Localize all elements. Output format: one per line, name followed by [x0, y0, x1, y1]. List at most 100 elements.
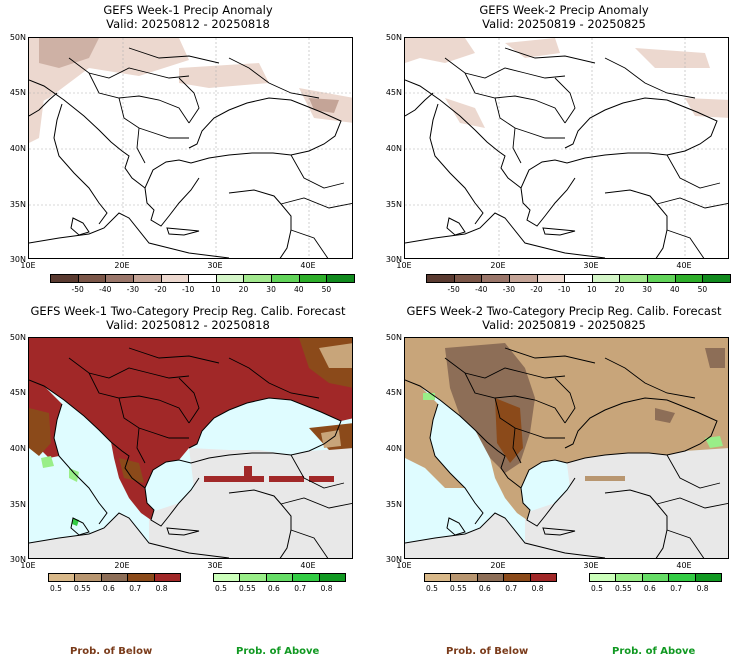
lon-label-20e: 20E — [490, 561, 506, 570]
lon-label-20e: 20E — [114, 561, 130, 570]
panel-title: GEFS Week-2 Precip Anomaly — [479, 3, 649, 17]
anomaly-colorbar-swatch — [508, 274, 538, 283]
anomaly-colorbar-tick-label: 30 — [642, 285, 652, 294]
anomaly-colorbar-tick-label: 40 — [669, 285, 680, 294]
below-colorbar-tick-label: 0.6 — [102, 584, 115, 593]
lat-label-50n: 50N — [9, 333, 26, 342]
lat-label-30n: 30N — [385, 255, 402, 264]
lat-label-50n: 50N — [385, 333, 402, 342]
lon-label-10e: 10E — [20, 561, 36, 570]
below-colorbar-swatch — [127, 573, 155, 582]
anomaly-colorbar-swatch — [50, 274, 79, 283]
lat-label-35n: 35N — [9, 200, 26, 209]
anomaly-colorbar-tick-label: 50 — [321, 285, 332, 294]
prob-below-label: Prob. of Below — [446, 646, 529, 657]
below-colorbar: 0.5 0.55 0.6 0.7 0.8 — [48, 573, 181, 597]
map-canvas — [405, 338, 728, 558]
below-colorbar-swatch — [529, 573, 557, 582]
lat-label-35n: 35N — [385, 200, 402, 209]
anomaly-colorbar-swatch — [591, 274, 621, 283]
lat-label-30n: 30N — [9, 255, 26, 264]
lat-label-35n: 35N — [9, 500, 26, 509]
prob-above-label: Prob. of Above — [612, 646, 696, 657]
map-canvas — [405, 38, 728, 258]
below-colorbar-tick-label: 0.8 — [531, 584, 544, 593]
map-canvas — [29, 338, 352, 558]
anomaly-colorbar-tick-label: 50 — [697, 285, 708, 294]
panel-valid-dates: Valid: 20250819 - 20250825 — [482, 17, 646, 31]
below-colorbar-swatch — [424, 573, 452, 582]
panel-week1-anomaly: GEFS Week-1 Precip Anomaly Valid: 202508… — [0, 0, 376, 300]
lon-label-40e: 40E — [300, 561, 316, 570]
above-colorbar-tick-label: 0.8 — [696, 584, 709, 593]
anomaly-colorbar-swatch — [132, 274, 162, 283]
anomaly-colorbar-swatch — [702, 274, 731, 283]
below-colorbar-tick-label: 0.6 — [478, 584, 491, 593]
above-colorbar: 0.5 0.55 0.6 0.7 0.8 — [213, 573, 346, 597]
lon-label-20e: 20E — [114, 261, 130, 270]
anomaly-colorbar-tick-label: -40 — [475, 285, 488, 294]
anomaly-colorbar-swatch — [619, 274, 649, 283]
lon-label-30e: 30E — [583, 261, 599, 270]
anomaly-colorbar-tick-label: 20 — [238, 285, 249, 294]
lon-label-10e: 10E — [20, 261, 36, 270]
below-colorbar-swatch — [74, 573, 102, 582]
anomaly-colorbar-tick-label: 30 — [266, 285, 276, 294]
below-colorbar-swatch — [48, 573, 76, 582]
anomaly-colorbar: -50 -40 -30 -20 -10 10 20 30 40 50 — [50, 274, 355, 298]
anomaly-colorbar-tick-label: 10 — [587, 285, 597, 294]
above-colorbar-tick-label: 0.55 — [239, 584, 256, 593]
above-colorbar-swatch — [641, 573, 670, 582]
anomaly-colorbar-swatch — [271, 274, 300, 283]
anomaly-colorbar-tick-label: 10 — [211, 285, 221, 294]
above-colorbar: 0.5 0.55 0.6 0.7 0.8 — [589, 573, 722, 597]
below-colorbar: 0.5 0.55 0.6 0.7 0.8 — [424, 573, 557, 597]
anomaly-map — [404, 37, 729, 259]
anomaly-colorbar-swatch — [426, 274, 455, 283]
below-colorbar-swatch — [503, 573, 531, 582]
below-colorbar-swatch — [450, 573, 478, 582]
above-colorbar-tick-label: 0.5 — [591, 584, 603, 593]
below-colorbar-tick-label: 0.7 — [129, 584, 142, 593]
above-colorbar-tick-label: 0.7 — [670, 584, 683, 593]
anomaly-colorbar-swatch — [105, 274, 134, 283]
below-colorbar-tick-label: 0.55 — [74, 584, 91, 593]
anomaly-colorbar-swatch — [674, 274, 704, 283]
probability-map — [404, 337, 729, 559]
anomaly-colorbar-tick-label: -50 — [71, 285, 84, 294]
above-colorbar-swatch — [239, 573, 267, 582]
lat-label-50n: 50N — [385, 33, 402, 42]
panel-title: GEFS Week-1 Two-Category Precip Reg. Cal… — [30, 304, 346, 318]
above-colorbar-tick-label: 0.55 — [615, 584, 632, 593]
above-colorbar-swatch — [668, 573, 696, 582]
anomaly-map — [28, 37, 353, 259]
anomaly-colorbar-swatch — [298, 274, 328, 283]
lat-label-30n: 30N — [9, 555, 26, 564]
above-colorbar-tick-label: 0.6 — [643, 584, 656, 593]
lon-label-30e: 30E — [207, 261, 223, 270]
panel-title: GEFS Week-2 Two-Category Precip Reg. Cal… — [406, 304, 722, 318]
lon-label-10e: 10E — [396, 261, 412, 270]
map-canvas — [29, 38, 352, 258]
panel-week1-probability: GEFS Week-1 Two-Category Precip Reg. Cal… — [0, 300, 376, 662]
lat-label-30n: 30N — [385, 555, 402, 564]
lat-label-45n: 45N — [9, 88, 26, 97]
panel-valid-dates: Valid: 20250812 - 20250818 — [106, 318, 270, 332]
anomaly-colorbar-tick-label: 20 — [614, 285, 625, 294]
anomaly-colorbar: -50 -40 -30 -20 -10 10 20 30 40 50 — [426, 274, 731, 298]
anomaly-colorbar-swatch — [326, 274, 355, 283]
above-colorbar-swatch — [213, 573, 241, 582]
anomaly-colorbar-swatch — [453, 274, 483, 283]
anomaly-colorbar-tick-label: 40 — [293, 285, 304, 294]
anomaly-colorbar-swatch — [647, 274, 676, 283]
panel-week2-probability: GEFS Week-2 Two-Category Precip Reg. Cal… — [376, 300, 752, 662]
lat-label-45n: 45N — [9, 388, 26, 397]
prob-above-label: Prob. of Above — [236, 646, 320, 657]
lat-label-45n: 45N — [385, 88, 402, 97]
panel-valid-dates: Valid: 20250819 - 20250825 — [482, 318, 646, 332]
panel-title: GEFS Week-1 Precip Anomaly — [103, 3, 273, 17]
anomaly-colorbar-tick-label: -10 — [182, 285, 195, 294]
above-colorbar-swatch — [589, 573, 617, 582]
anomaly-colorbar-swatch — [481, 274, 510, 283]
above-colorbar-swatch — [318, 573, 346, 582]
